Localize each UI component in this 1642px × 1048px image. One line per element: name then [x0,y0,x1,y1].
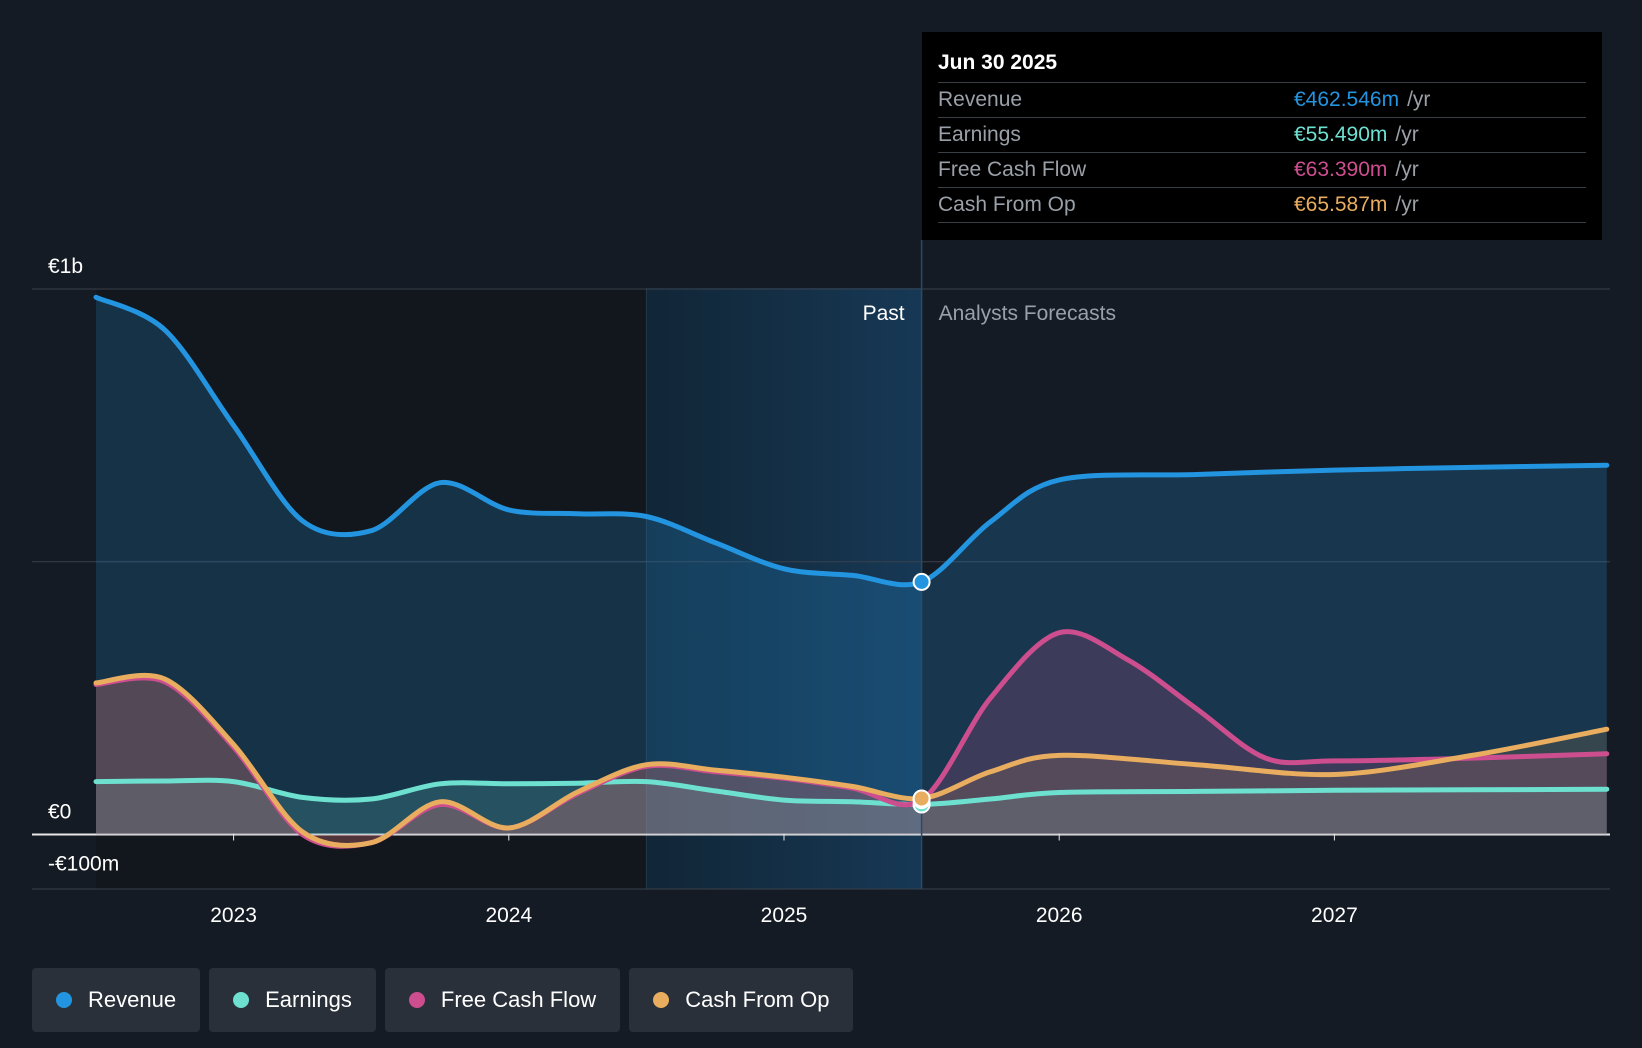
tooltip-value: €63.390m [1294,158,1388,181]
legend-label: Revenue [88,987,177,1012]
tooltip-row-cash-from-op: Cash From Op €65.587m /yr [938,188,1586,223]
tooltip-label: Cash From Op [938,193,1076,216]
area-cash-from-op [96,675,1607,846]
past-region [96,288,647,889]
tooltip-unit: /yr [1407,88,1431,111]
tooltip-panel: Jun 30 2025 Revenue €462.546m /yr Earnin… [922,32,1602,240]
past-label: Past [863,302,905,325]
legend-label: Free Cash Flow [440,987,597,1012]
y-tick-label: -€100m [48,853,119,876]
y-tick-label: €0 [48,801,71,824]
x-tick-label: 2027 [1311,904,1358,927]
tooltip-row-revenue: Revenue €462.546m /yr [938,83,1586,118]
x-tick-label: 2025 [761,904,808,927]
legend-item-free-cash-flow[interactable]: Free Cash Flow [384,968,621,1032]
tooltip-unit: /yr [1395,158,1419,181]
y-tick-label: €1b [48,255,83,278]
legend: Revenue Earnings Free Cash Flow Cash Fro… [32,968,854,1032]
forecast-label: Analysts Forecasts [939,302,1116,325]
marker-revenue [912,572,931,591]
area-revenue [96,297,1607,835]
tooltip-row-earnings: Earnings €55.490m /yr [938,118,1586,153]
tooltip-value: €462.546m [1294,88,1400,111]
tooltip-value: €65.587m [1294,193,1388,216]
tooltip-date: Jun 30 2025 [938,48,1586,83]
legend-item-cash-from-op[interactable]: Cash From Op [629,968,854,1032]
marker-cash-from-op [912,789,931,808]
legend-dot-icon [408,992,425,1008]
legend-label: Cash From Op [685,987,830,1012]
legend-label: Earnings [265,987,352,1012]
legend-item-earnings[interactable]: Earnings [209,968,376,1032]
x-tick-label: 2023 [210,904,257,927]
tooltip-label: Earnings [938,123,1021,146]
legend-dot-icon [56,992,72,1008]
tooltip-unit: /yr [1395,193,1419,216]
x-tick-label: 2026 [1036,904,1083,927]
line-earnings [93,777,1610,808]
line-revenue [93,294,1610,588]
tooltip-value: €55.490m [1294,123,1388,146]
legend-dot-icon [653,992,670,1008]
tooltip-label: Free Cash Flow [938,158,1087,181]
legend-dot-icon [233,992,250,1008]
tooltip-row-free-cash-flow: Free Cash Flow €63.390m /yr [938,153,1586,188]
tooltip-unit: /yr [1395,123,1419,146]
legend-item-revenue[interactable]: Revenue [32,968,201,1032]
area-earnings [96,780,1607,835]
x-tick-label: 2024 [485,904,532,927]
line-cash-from-op [93,672,1610,848]
tooltip-label: Revenue [938,88,1023,111]
